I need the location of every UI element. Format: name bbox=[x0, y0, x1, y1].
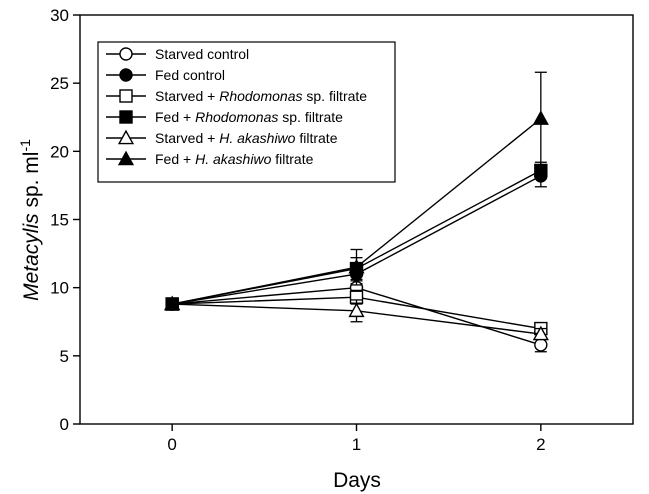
y-axis-title: Metacylis sp. ml-1 bbox=[17, 139, 43, 301]
series-5 bbox=[164, 295, 549, 341]
data-point bbox=[534, 338, 548, 352]
legend-label-part: Fed + bbox=[155, 109, 195, 125]
legend-entry: Starved control bbox=[106, 46, 249, 62]
legend-entry: Fed control bbox=[106, 67, 225, 83]
x-axis-title: Days bbox=[333, 469, 381, 492]
legend-label-part: Starved control bbox=[155, 46, 249, 62]
data-point bbox=[532, 110, 549, 125]
data-series bbox=[164, 71, 549, 353]
legend-marker bbox=[117, 129, 135, 145]
legend-label-part: filtrate bbox=[271, 151, 313, 167]
y-tick-label: 25 bbox=[50, 74, 69, 93]
legend: Starved control Fed control Starved + Rhod… bbox=[97, 41, 396, 183]
x-tick-label: 2 bbox=[536, 435, 545, 454]
legend-label-part: Fed control bbox=[155, 67, 225, 83]
series-6 bbox=[164, 71, 549, 311]
y-axis-title-superscript: -1 bbox=[17, 139, 33, 152]
legend-label-part: filtrate bbox=[295, 130, 337, 146]
y-axis-title-part: sp. ml bbox=[20, 152, 43, 214]
x-tick-label: 0 bbox=[167, 435, 176, 454]
legend-label-part: sp. filtrate bbox=[302, 88, 367, 104]
y-axis: 0 5 10 15 20 25 30 bbox=[50, 6, 80, 434]
legend-marker bbox=[117, 150, 135, 166]
legend-label: Starved + Rhodomonas sp. filtrate bbox=[155, 88, 367, 104]
legend-label-part: Rhodomonas bbox=[195, 109, 278, 125]
y-tick-label: 10 bbox=[50, 279, 69, 298]
legend-label-part: sp. filtrate bbox=[278, 109, 343, 125]
legend-label-part: H. akashiwo bbox=[195, 151, 271, 167]
y-tick-label: 0 bbox=[60, 415, 69, 434]
legend-label: Starved + H. akashiwo filtrate bbox=[155, 130, 338, 146]
legend-entry: Starved + Rhodomonas sp. filtrate bbox=[106, 88, 367, 104]
data-point bbox=[532, 325, 549, 341]
y-tick-label: 5 bbox=[60, 347, 69, 366]
legend-entry: Fed + H. akashiwo filtrate bbox=[106, 150, 314, 167]
legend-marker bbox=[119, 47, 133, 61]
legend-label: Fed control bbox=[155, 67, 225, 83]
data-point bbox=[348, 258, 365, 274]
legend-marker bbox=[119, 68, 133, 82]
y-tick-label: 20 bbox=[50, 142, 69, 161]
data-point bbox=[164, 295, 181, 311]
legend-label-part: Starved + bbox=[155, 88, 219, 104]
legend-label: Starved control bbox=[155, 46, 249, 62]
legend-label: Fed + Rhodomonas sp. filtrate bbox=[155, 109, 343, 125]
x-tick-label: 1 bbox=[352, 435, 361, 454]
legend-label-part: Rhodomonas bbox=[219, 88, 302, 104]
data-point bbox=[348, 302, 365, 318]
legend-entry: Starved + H. akashiwo filtrate bbox=[106, 129, 338, 146]
legend-label-part: H. akashiwo bbox=[219, 130, 295, 146]
y-axis-title-part: Metacylis bbox=[20, 213, 43, 301]
data-point bbox=[534, 163, 548, 178]
legend-label-part: Starved + bbox=[155, 130, 219, 146]
legend-box bbox=[97, 41, 396, 183]
legend-marker bbox=[119, 89, 133, 103]
legend-label-part: Fed + bbox=[155, 151, 195, 167]
y-tick-label: 30 bbox=[50, 6, 69, 25]
x-axis: 0 1 2 bbox=[167, 424, 546, 454]
legend-entry: Fed + Rhodomonas sp. filtrate bbox=[106, 109, 343, 125]
legend-marker bbox=[119, 110, 133, 124]
legend-label: Fed + H. akashiwo filtrate bbox=[155, 151, 314, 167]
y-tick-label: 15 bbox=[50, 211, 69, 230]
